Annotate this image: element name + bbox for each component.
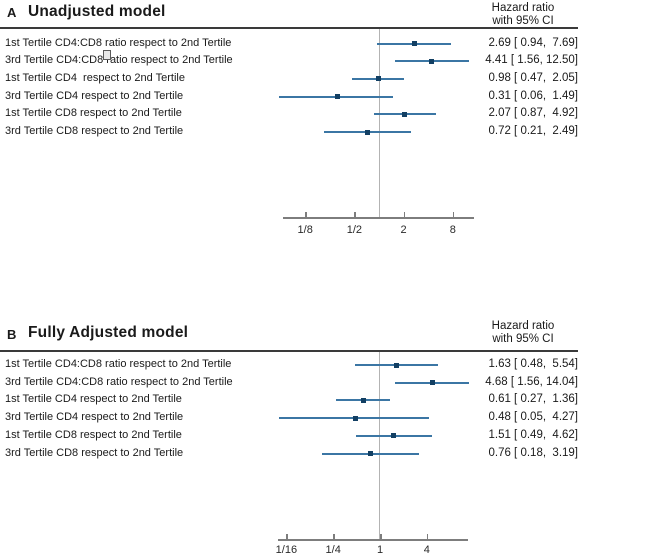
axis-tick-label: 1/2: [346, 224, 363, 236]
axis-tick-label: 1/8: [297, 224, 313, 236]
column-header-line1: Hazard ratio: [491, 2, 555, 14]
row-label: 1st Tertile CD4:CD8 ratio respect to 2nd…: [5, 358, 232, 370]
axis-tick: [305, 212, 307, 217]
hazard-ratio-value: 2.07 [ 0.87, 4.92]: [488, 107, 578, 120]
axis-tick: [333, 534, 335, 539]
point-estimate-marker: [402, 111, 408, 117]
axis-tick-label: 1/4: [325, 544, 341, 556]
x-axis: [278, 539, 468, 541]
column-header-line2: with 95% CI: [492, 15, 554, 27]
axis-tick: [286, 534, 288, 539]
column-header-line2: with 95% CI: [492, 333, 554, 345]
axis-tick: [403, 212, 406, 217]
point-estimate-marker: [334, 94, 340, 100]
row-label: 1st Tertile CD4 respect to 2nd Tertile: [5, 71, 185, 84]
point-estimate-marker: [360, 397, 366, 403]
panel-b-label: B: [7, 327, 17, 342]
row-label: 1st Tertile CD8 respect to 2nd Tertile: [5, 428, 182, 441]
row-label: 3rd Tertile CD4:CD8 ratio respect to 2nd…: [5, 375, 233, 388]
axis-tick-label: 8: [449, 224, 456, 236]
row-label: 1st Tertile CD8 respect to 2nd Tertile: [5, 107, 182, 120]
row-label: 3rd Tertile CD8 respect to 2nd Tertile: [5, 125, 184, 137]
reference-line-hr1: [379, 29, 380, 217]
column-header-line1: Hazard ratio: [491, 320, 555, 332]
row-label: 1st Tertile CD4 respect to 2nd Tertile: [5, 393, 182, 406]
x-axis: [283, 217, 474, 219]
hazard-ratio-value: 2.69 [ 0.94, 7.69]: [488, 36, 578, 49]
row-label: 3rd Tertile CD8 respect to 2nd Tertile: [5, 446, 184, 459]
header-rule: [0, 350, 578, 352]
axis-tick-label: 1/16: [275, 544, 298, 556]
hazard-ratio-value: 4.41 [ 1.56, 12.50]: [485, 54, 578, 67]
point-estimate-marker: [375, 76, 381, 82]
axis-tick-label: 2: [400, 224, 407, 236]
row-label: 3rd Tertile CD4 respect to 2nd Tertile: [5, 411, 184, 424]
row-label: 3rd Tertile CD4 respect to 2nd Tertile: [5, 89, 184, 102]
row-label: 1st Tertile CD4:CD8 ratio respect to 2nd…: [5, 36, 232, 49]
hazard-ratio-value: 0.48 [ 0.05, 4.27]: [488, 411, 578, 424]
reference-line-hr1: [379, 352, 380, 539]
mouse-cursor-icon: [103, 50, 111, 60]
point-estimate-marker: [429, 380, 435, 386]
point-estimate-marker: [364, 129, 370, 135]
hazard-ratio-value: 1.51 [ 0.49, 4.62]: [488, 428, 578, 441]
point-estimate-marker: [429, 58, 435, 64]
panel-a-title: Unadjusted model: [28, 3, 166, 20]
row-label: 3rd Tertile CD4:CD8 ratio respect to 2nd…: [5, 54, 233, 67]
axis-tick: [354, 212, 356, 217]
hazard-ratio-value: 0.61 [ 0.27, 1.36]: [488, 393, 578, 406]
panel-a-label: A: [7, 5, 17, 20]
hazard-ratio-value: 0.76 [ 0.18, 3.19]: [488, 446, 578, 459]
hazard-ratio-value: 1.63 [ 0.48, 5.54]: [488, 358, 578, 370]
hazard-ratio-value: 4.68 [ 1.56, 14.04]: [485, 375, 578, 388]
hazard-ratio-value: 0.98 [ 0.47, 2.05]: [488, 71, 578, 84]
point-estimate-marker: [411, 41, 417, 46]
header-rule: [0, 27, 578, 29]
axis-tick: [380, 534, 382, 539]
axis-tick-label: 4: [423, 544, 430, 556]
hazard-ratio-column-header: Hazard ratio with 95% CI: [461, 2, 585, 28]
point-estimate-marker: [352, 415, 358, 421]
hazard-ratio-value: 0.72 [ 0.21, 2.49]: [488, 125, 578, 137]
point-estimate-marker: [391, 433, 397, 439]
panel-b-title: Fully Adjusted model: [28, 324, 189, 341]
hazard-ratio-value: 0.31 [ 0.06, 1.49]: [488, 89, 578, 102]
hazard-ratio-column-header: Hazard ratio with 95% CI: [461, 320, 585, 346]
point-estimate-marker: [368, 451, 374, 456]
axis-tick: [452, 212, 455, 217]
axis-tick-label: 1: [376, 544, 384, 556]
axis-tick: [426, 534, 429, 539]
point-estimate-marker: [393, 362, 399, 368]
